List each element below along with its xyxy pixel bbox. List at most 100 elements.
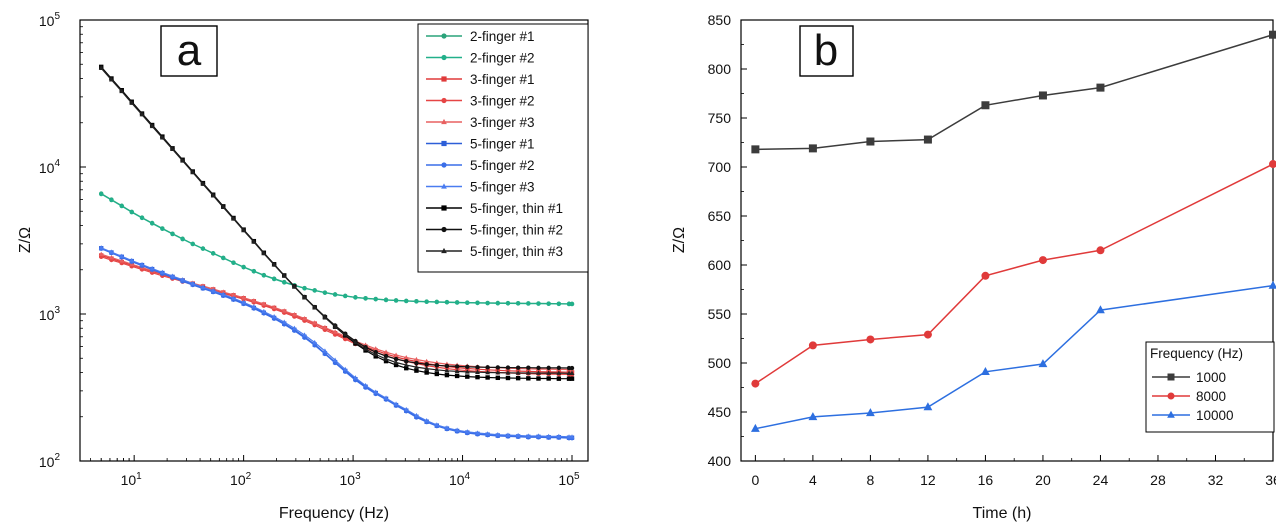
data-point-a (383, 297, 389, 303)
axes-a: 101 102 103 104 105 102 103 104 105 (39, 11, 580, 488)
data-point-a (332, 329, 338, 334)
legend-label-a: 5-finger #2 (470, 158, 535, 173)
series-b-0 (751, 30, 1276, 154)
y-tick-label-b: 800 (708, 61, 732, 77)
data-point-a (424, 365, 430, 371)
data-point-a (403, 354, 409, 360)
data-point-a (495, 370, 501, 375)
data-point-a (414, 299, 419, 304)
data-point-a (454, 364, 460, 369)
y-tick-label-b: 750 (708, 110, 732, 126)
y-tick-label-a: 102 (39, 452, 61, 470)
data-point-a (495, 432, 501, 437)
data-point-a (444, 300, 450, 305)
legend-label-b: 8000 (1196, 389, 1226, 404)
data-point-a (515, 370, 521, 375)
data-point-a (200, 284, 206, 290)
data-point-a (393, 362, 399, 368)
data-point-a (475, 374, 480, 380)
data-point-a (322, 290, 328, 295)
data-point-a (271, 304, 277, 310)
data-point-a (220, 289, 226, 294)
data-point-a (403, 406, 409, 412)
data-point-a (271, 276, 277, 282)
x-tick-label-a: 102 (230, 471, 252, 488)
legend-swatch-marker-a (441, 33, 447, 39)
legend-swatch-marker-b (1167, 392, 1175, 400)
data-point-a (404, 365, 409, 371)
x-tick-label-b: 28 (1150, 472, 1166, 488)
data-point-b (751, 379, 760, 388)
series-group-a (98, 64, 575, 441)
data-point-a (363, 296, 368, 301)
data-point-b (1038, 359, 1048, 368)
data-point-a (424, 418, 430, 423)
data-point-a (302, 315, 307, 321)
data-point-a (475, 369, 480, 374)
data-point-b (1038, 91, 1047, 100)
data-point-a (160, 226, 165, 231)
data-point-a (434, 363, 440, 368)
data-point-a (546, 376, 551, 381)
data-point-a (505, 365, 511, 370)
x-tick-label-b: 16 (978, 472, 994, 488)
series-line-b (755, 33, 1274, 151)
data-point-a (393, 298, 399, 303)
legend-swatch-marker-a (441, 97, 447, 104)
legend-swatch-marker-a (441, 226, 447, 233)
data-point-a (373, 297, 378, 302)
data-point-b (923, 135, 932, 144)
data-point-a (261, 250, 267, 256)
data-point-a (190, 280, 196, 286)
data-point-a (556, 365, 562, 371)
legend-swatch-marker-b (1167, 373, 1175, 381)
data-point-a (119, 253, 125, 259)
data-point-a (546, 301, 551, 307)
data-point-a (271, 313, 277, 319)
legend-swatch-marker-a (441, 205, 447, 211)
data-point-a (271, 262, 277, 267)
data-point-a (210, 193, 216, 198)
data-point-a (526, 365, 531, 370)
data-point-a (363, 346, 368, 351)
data-point-a (454, 368, 460, 374)
data-point-a (119, 258, 125, 263)
data-point-a (332, 323, 338, 329)
data-point-b (808, 144, 817, 153)
x-tick-label-b: 12 (920, 472, 936, 488)
data-point-a (404, 359, 409, 364)
data-point-a (536, 301, 541, 306)
data-point-a (434, 299, 440, 305)
data-point-b (808, 341, 817, 350)
data-point-a (129, 100, 135, 105)
panel-label-box-b: b (799, 25, 854, 77)
data-point-a (414, 368, 419, 373)
y-axis-title-a: Z/Ω (17, 227, 34, 253)
data-point-a (109, 77, 114, 82)
legend-swatch-marker-a (441, 247, 447, 254)
data-point-b (1038, 256, 1047, 265)
legend-swatch-marker-a (441, 162, 447, 168)
data-point-a (569, 376, 575, 381)
data-point-b (808, 412, 818, 421)
legend-label-b: 10000 (1196, 408, 1234, 423)
legend-swatch-marker-a (441, 76, 447, 82)
data-point-a (485, 375, 490, 380)
data-point-a (98, 65, 104, 70)
y-tick-label-b: 850 (708, 12, 732, 28)
data-point-a (312, 288, 317, 293)
data-point-a (525, 433, 531, 438)
data-point-a (109, 197, 114, 203)
data-point-a (495, 375, 501, 381)
data-point-b (981, 101, 990, 110)
data-point-a (475, 300, 480, 306)
data-point-a (505, 432, 511, 437)
data-point-a (526, 301, 531, 306)
y-axis-title-b: Z/Ω (671, 227, 688, 253)
data-point-a (414, 360, 419, 366)
x-axis-title-b: Time (h) (973, 505, 1032, 522)
legend-swatch-marker-a (441, 54, 447, 61)
data-point-a (180, 158, 186, 163)
data-point-b (750, 423, 760, 432)
data-point-a (119, 88, 125, 94)
